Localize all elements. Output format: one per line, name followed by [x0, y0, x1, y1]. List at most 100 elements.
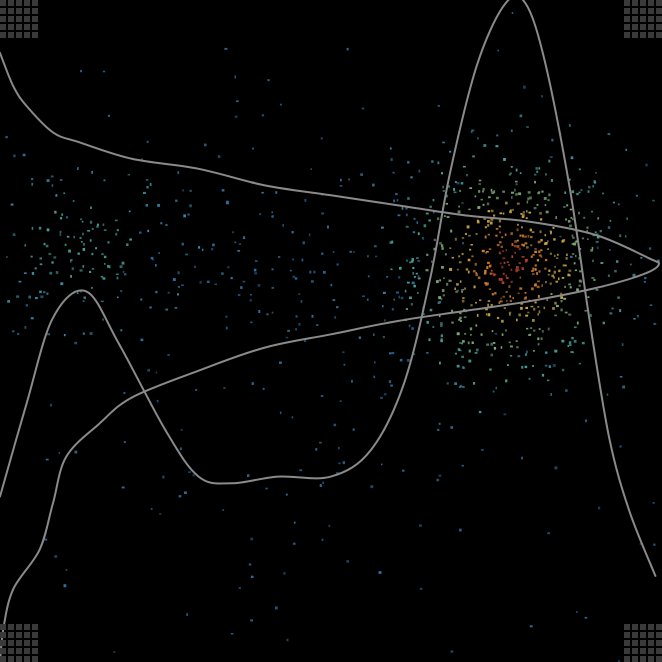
data-point: [592, 185, 594, 187]
data-point: [489, 248, 492, 250]
data-point: [39, 291, 42, 294]
data-point: [591, 277, 594, 279]
data-point: [70, 260, 72, 263]
data-point: [431, 160, 433, 163]
data-point: [644, 281, 646, 283]
data-point: [510, 300, 512, 302]
data-point: [511, 255, 513, 258]
data-point: [428, 220, 431, 222]
corner-square: [624, 8, 630, 14]
data-point: [514, 240, 517, 243]
data-point: [510, 209, 512, 211]
data-point: [225, 316, 227, 318]
corner-square: [632, 656, 638, 662]
data-point: [653, 323, 656, 325]
data-point: [574, 262, 576, 264]
data-point: [309, 271, 311, 274]
data-point: [503, 213, 505, 215]
data-point: [553, 227, 555, 229]
data-point: [91, 171, 93, 174]
data-point: [517, 355, 520, 357]
corner-square: [8, 656, 14, 662]
data-point: [522, 267, 524, 270]
data-point: [470, 334, 472, 336]
data-point: [500, 298, 502, 300]
data-point: [409, 325, 411, 328]
data-point: [236, 100, 239, 102]
data-point: [633, 318, 635, 320]
data-point: [537, 286, 540, 288]
data-point: [553, 364, 556, 367]
data-point: [596, 241, 599, 243]
corner-square: [656, 8, 662, 14]
data-point: [232, 231, 234, 233]
data-point: [80, 237, 82, 239]
data-point: [158, 252, 160, 254]
data-point: [60, 217, 62, 220]
data-point: [426, 254, 428, 256]
data-point: [25, 244, 27, 246]
data-point: [305, 199, 307, 202]
corner-square: [624, 656, 630, 662]
data-point: [559, 236, 561, 238]
data-point: [489, 288, 492, 290]
data-point: [575, 270, 577, 272]
corner-square: [16, 0, 22, 6]
data-point: [429, 338, 431, 341]
data-point: [200, 281, 202, 284]
data-point: [294, 522, 296, 524]
data-point: [505, 379, 507, 382]
data-point: [451, 322, 453, 324]
data-point: [549, 365, 551, 368]
data-point: [447, 382, 449, 384]
corner-square: [648, 0, 654, 6]
data-point: [539, 270, 541, 272]
data-point: [122, 262, 125, 265]
data-point: [123, 271, 125, 273]
data-point: [459, 529, 462, 532]
data-point: [103, 224, 105, 227]
data-point: [533, 350, 535, 352]
data-point: [612, 308, 614, 310]
data-point: [444, 215, 446, 217]
data-point: [321, 395, 324, 397]
data-point: [398, 214, 401, 216]
data-point: [74, 342, 77, 345]
data-point: [512, 243, 514, 246]
data-point: [43, 291, 45, 293]
data-point: [554, 350, 557, 353]
data-point: [139, 232, 142, 234]
data-point: [570, 256, 573, 258]
data-point: [573, 243, 576, 246]
data-point: [537, 313, 539, 316]
data-point: [475, 195, 477, 197]
data-point: [537, 204, 539, 206]
data-point: [540, 239, 543, 242]
data-point: [502, 281, 505, 284]
data-point: [72, 267, 74, 270]
data-point: [468, 271, 470, 274]
data-point: [455, 238, 457, 241]
corner-square: [640, 8, 646, 14]
data-point: [490, 344, 493, 346]
data-point: [383, 336, 385, 338]
data-point: [514, 245, 516, 247]
data-point: [351, 380, 353, 383]
data-point: [511, 192, 514, 194]
data-point: [613, 202, 615, 204]
data-point: [554, 315, 557, 317]
data-point: [438, 105, 440, 107]
corner-square: [640, 24, 646, 30]
data-point: [521, 457, 523, 460]
data-point: [502, 250, 504, 252]
data-point: [524, 236, 527, 238]
data-point: [618, 660, 620, 662]
data-point: [323, 271, 326, 274]
corner-square: [0, 0, 6, 6]
data-point: [501, 278, 503, 281]
data-point: [555, 216, 557, 219]
corner-square: [632, 640, 638, 646]
data-point: [582, 342, 585, 344]
data-point: [80, 70, 82, 72]
data-point: [470, 304, 472, 306]
